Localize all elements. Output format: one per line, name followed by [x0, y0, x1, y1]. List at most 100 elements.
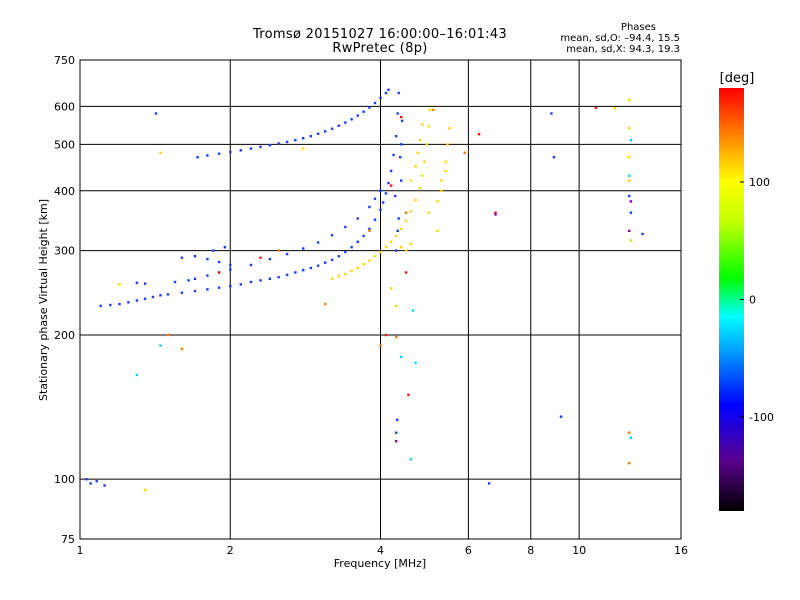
y-tick-label: 500 — [54, 138, 75, 151]
data-point — [629, 139, 633, 142]
chart-title: Tromsø 20151027 16:00:00–16:01:43 — [252, 27, 508, 42]
axis-ticks: 1 2 4 6 8 10 16 75 100 200 300 400 500 600 750 — [54, 54, 688, 557]
x-tick-label: 8 — [527, 544, 534, 557]
data-point — [277, 276, 280, 279]
data-point — [436, 229, 439, 232]
data-point — [395, 335, 398, 339]
data-point — [109, 303, 112, 307]
data-point — [239, 149, 242, 152]
data-point — [99, 304, 102, 308]
data-point — [395, 440, 398, 443]
data-point — [127, 301, 130, 304]
data-point — [384, 192, 388, 195]
y-tick-label: 200 — [54, 329, 75, 342]
data-point — [302, 137, 305, 140]
data-point — [229, 150, 232, 154]
data-point — [368, 227, 371, 231]
data-point — [411, 309, 415, 312]
data-point — [344, 121, 347, 124]
data-point — [400, 143, 403, 146]
data-point — [324, 261, 327, 264]
data-point — [379, 189, 382, 192]
x-tick-label: 16 — [674, 544, 688, 557]
data-point — [356, 217, 359, 220]
data-point — [409, 458, 412, 461]
data-point — [159, 344, 162, 347]
data-point — [330, 258, 334, 261]
data-point — [268, 257, 271, 261]
phases-heading: Phases — [620, 22, 656, 33]
data-point — [193, 289, 197, 293]
x-tick-label: 4 — [377, 544, 384, 557]
data-point — [628, 98, 631, 101]
data-point — [135, 373, 139, 377]
colorbar-tick-label: -100 — [749, 411, 774, 424]
data-point — [259, 145, 262, 149]
data-point — [629, 200, 633, 203]
data-point — [187, 279, 190, 282]
data-point — [229, 268, 232, 271]
data-point — [268, 277, 271, 280]
data-point — [395, 304, 398, 308]
data-point — [309, 266, 312, 270]
data-point — [395, 431, 398, 434]
data-point — [382, 201, 385, 204]
data-point — [356, 240, 359, 243]
data-point — [395, 234, 398, 238]
phases-o-mode: mean, sd,O: –94.4, 15.5 — [560, 33, 680, 44]
colorbar — [719, 88, 744, 511]
data-point — [373, 197, 377, 200]
data-point — [395, 249, 398, 252]
data-point — [180, 291, 184, 294]
data-point — [294, 139, 297, 142]
data-point — [337, 124, 340, 127]
y-tick-label: 300 — [54, 245, 75, 258]
data-point — [594, 106, 597, 109]
data-point — [350, 269, 353, 273]
y-tick-label: 75 — [61, 533, 75, 546]
data-point — [414, 361, 417, 364]
data-point — [487, 482, 491, 485]
data-point — [330, 127, 334, 130]
data-point — [400, 179, 403, 182]
data-point — [387, 88, 390, 91]
data-point — [628, 174, 631, 177]
y-axis-label: Stationary phase Virtual Height [km] — [37, 199, 50, 401]
data-point — [285, 140, 289, 144]
data-point — [206, 154, 209, 157]
data-point — [344, 250, 347, 254]
data-point — [316, 132, 320, 135]
data-point — [166, 333, 170, 337]
data-points — [85, 88, 644, 491]
data-point — [309, 135, 312, 138]
data-point — [229, 284, 232, 288]
data-point — [389, 287, 393, 290]
data-point — [389, 184, 393, 187]
data-point — [423, 160, 426, 163]
data-point — [217, 286, 221, 289]
data-point — [628, 194, 631, 198]
y-tick-label: 750 — [54, 54, 75, 67]
colorbar-ticks: 100 0 -100 — [740, 176, 774, 424]
data-point — [440, 189, 443, 192]
data-point — [118, 302, 121, 306]
data-point — [379, 344, 382, 347]
data-point — [387, 181, 390, 185]
data-point — [550, 112, 553, 115]
data-point — [440, 179, 443, 182]
data-point — [212, 249, 215, 252]
data-point — [180, 256, 184, 259]
data-point — [85, 478, 88, 481]
y-tick-label: 100 — [54, 473, 75, 486]
data-point — [103, 484, 106, 487]
data-point — [302, 269, 305, 272]
data-point — [427, 125, 431, 128]
data-point — [196, 156, 199, 159]
data-point — [379, 96, 382, 100]
data-point — [193, 255, 197, 258]
data-point — [404, 211, 408, 214]
data-point — [173, 280, 177, 284]
data-point — [118, 283, 121, 286]
data-point — [368, 205, 371, 209]
